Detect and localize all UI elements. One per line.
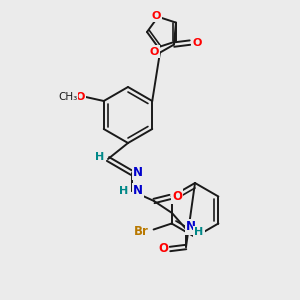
Text: N: N	[133, 166, 143, 178]
Text: O: O	[75, 92, 84, 102]
Text: Br: Br	[134, 225, 149, 238]
Text: N: N	[186, 220, 196, 233]
Text: H: H	[95, 152, 105, 162]
Text: O: O	[172, 190, 182, 202]
Text: O: O	[152, 11, 161, 21]
Text: O: O	[149, 46, 159, 57]
Text: CH₃: CH₃	[58, 92, 77, 102]
Text: H: H	[194, 227, 204, 237]
Text: O: O	[158, 242, 168, 256]
Text: O: O	[192, 38, 202, 48]
Text: H: H	[119, 186, 129, 196]
Text: N: N	[133, 184, 143, 197]
